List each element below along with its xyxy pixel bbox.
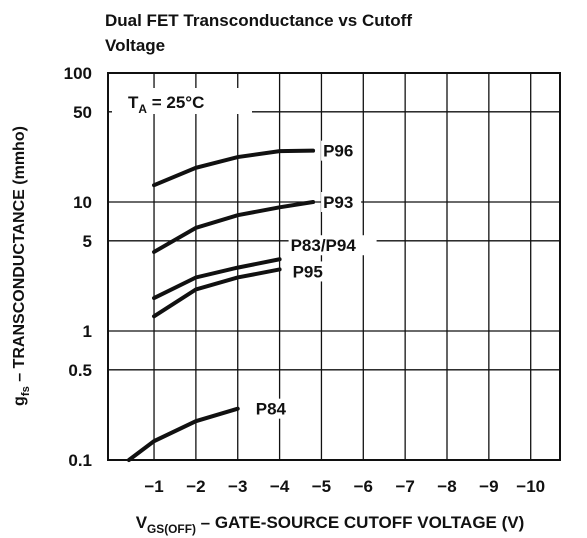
y-tick-label: 0.5 (68, 361, 92, 380)
series-line (152, 257, 282, 301)
label-bg (253, 398, 294, 419)
x-axis-label-main: V (136, 513, 148, 532)
y-axis-label: gfs – TRANSCONDUCTANCE (mmho) (11, 126, 32, 406)
x-tick-label: −5 (312, 477, 331, 496)
y-tick-label: 50 (73, 103, 92, 122)
x-tick-label: −3 (228, 477, 247, 496)
series-line (152, 200, 316, 254)
x-tick-label: −10 (516, 477, 545, 496)
x-tick-label: −6 (354, 477, 373, 496)
y-axis-label-rest: – TRANSCONDUCTANCE (mmho) (11, 126, 28, 386)
series-line (126, 406, 240, 462)
label-bg (288, 235, 377, 256)
annotation: TA = 25°C (128, 93, 204, 116)
chart-title: Dual FET Transconductance vs Cutoff (105, 11, 412, 30)
y-tick-label: 0.1 (68, 451, 92, 470)
series-line (152, 267, 282, 319)
x-axis-label-sub: GS(OFF) (147, 522, 196, 536)
x-tick-label: −9 (479, 477, 498, 496)
x-axis-label-rest: – GATE-SOURCE CUTOFF VOLTAGE (V) (196, 513, 524, 532)
series-label: P93 (323, 193, 353, 212)
x-tick-label: −2 (186, 477, 205, 496)
annotation-sub: A (138, 102, 147, 116)
y-axis-label-sub: fs (20, 386, 32, 396)
y-tick-label: 100 (64, 64, 92, 83)
x-tick-label: −4 (270, 477, 290, 496)
annotation-bg (112, 88, 252, 114)
y-tick-label: 5 (83, 232, 92, 251)
series-label: P96 (323, 142, 353, 161)
label-bg (321, 140, 362, 161)
y-axis-label-main: g (11, 396, 28, 406)
label-bg (290, 261, 331, 282)
y-tick-label: 1 (83, 322, 92, 341)
series-label: P84 (256, 400, 287, 419)
series-line (152, 148, 316, 188)
annotation-rest: = 25°C (147, 93, 204, 112)
chart-title: Voltage (105, 36, 165, 55)
annotation-main: T (128, 93, 139, 112)
plot-frame (107, 72, 561, 461)
x-axis-label: VGS(OFF) – GATE-SOURCE CUTOFF VOLTAGE (V… (136, 513, 525, 536)
x-tick-label: −8 (437, 477, 456, 496)
y-tick-label: 10 (73, 193, 92, 212)
label-bg (321, 192, 362, 212)
x-tick-label: −1 (144, 477, 163, 496)
series-label: P83/P94 (291, 236, 357, 255)
x-tick-label: −7 (395, 477, 414, 496)
series-label: P95 (293, 262, 323, 281)
